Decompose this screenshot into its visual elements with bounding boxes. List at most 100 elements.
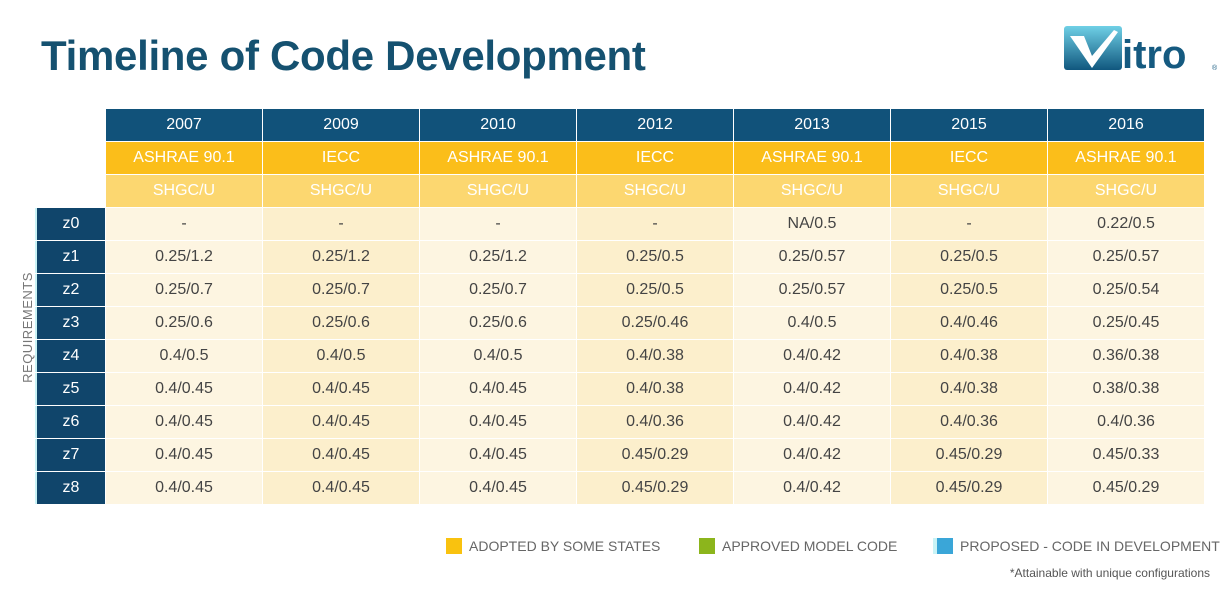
header-year: 2013 bbox=[734, 109, 890, 141]
value-cell: 0.45/0.29 bbox=[577, 439, 733, 471]
value-cell: 0.25/0.5 bbox=[577, 241, 733, 273]
value-cell: - bbox=[891, 208, 1047, 240]
header-code: ASHRAE 90.1 bbox=[106, 142, 262, 174]
value-cell: 0.4/0.42 bbox=[734, 373, 890, 405]
value-cell: - bbox=[263, 208, 419, 240]
value-cell: 0.4/0.45 bbox=[263, 373, 419, 405]
value-cell: 0.25/0.57 bbox=[734, 274, 890, 306]
value-cell: 0.4/0.42 bbox=[734, 472, 890, 504]
svg-text:itro: itro bbox=[1122, 33, 1186, 74]
value-cell: 0.25/0.57 bbox=[734, 241, 890, 273]
value-cell: 0.25/0.5 bbox=[891, 274, 1047, 306]
value-cell: 0.45/0.33 bbox=[1048, 439, 1204, 471]
value-cell: 0.25/0.5 bbox=[891, 241, 1047, 273]
value-cell: 0.4/0.42 bbox=[734, 439, 890, 471]
table-row: z8 0.4/0.45 0.4/0.45 0.4/0.45 0.45/0.29 0.4/0… bbox=[37, 472, 1204, 504]
vitro-logo: itro ® bbox=[1064, 26, 1218, 74]
value-cell: 0.25/0.57 bbox=[1048, 241, 1204, 273]
footnote: *Attainable with unique configurations bbox=[1009, 566, 1210, 580]
value-cell: 0.4/0.45 bbox=[420, 472, 576, 504]
header-code: ASHRAE 90.1 bbox=[734, 142, 890, 174]
value-cell: 0.25/1.2 bbox=[420, 241, 576, 273]
table-row: z4 0.4/0.5 0.4/0.5 0.4/0.5 0.4/0.38 0.4/0.42 0… bbox=[37, 340, 1204, 372]
header-row-code: ASHRAE 90.1 IECC ASHRAE 90.1 IECC ASHRAE 90.… bbox=[37, 142, 1204, 174]
header-year: 2010 bbox=[420, 109, 576, 141]
value-cell: 0.4/0.38 bbox=[891, 373, 1047, 405]
value-cell: 0.4/0.38 bbox=[891, 340, 1047, 372]
zone-label: z8 bbox=[37, 472, 105, 504]
value-cell: 0.25/0.45 bbox=[1048, 307, 1204, 339]
table-row: z5 0.4/0.45 0.4/0.45 0.4/0.45 0.4/0.38 0.4/0.… bbox=[37, 373, 1204, 405]
zone-label: z6 bbox=[37, 406, 105, 438]
value-cell: 0.4/0.45 bbox=[420, 373, 576, 405]
value-cell: 0.25/0.54 bbox=[1048, 274, 1204, 306]
value-cell: 0.4/0.5 bbox=[734, 307, 890, 339]
legend-item-proposed: PROPOSED - CODE IN DEVELOPMENT bbox=[937, 538, 1220, 554]
value-cell: 0.45/0.29 bbox=[577, 472, 733, 504]
header-metric: SHGC/U bbox=[1048, 175, 1204, 207]
header-metric: SHGC/U bbox=[734, 175, 890, 207]
value-cell: 0.4/0.46 bbox=[891, 307, 1047, 339]
value-cell: - bbox=[577, 208, 733, 240]
value-cell: 0.45/0.29 bbox=[891, 472, 1047, 504]
value-cell: 0.25/0.6 bbox=[106, 307, 262, 339]
zone-label: z5 bbox=[37, 373, 105, 405]
value-cell: 0.4/0.42 bbox=[734, 406, 890, 438]
header-metric: SHGC/U bbox=[891, 175, 1047, 207]
legend-item-adopted: ADOPTED BY SOME STATES bbox=[446, 538, 660, 554]
page-title: Timeline of Code Development bbox=[41, 32, 646, 79]
zone-label: z2 bbox=[37, 274, 105, 306]
value-cell: 0.25/0.6 bbox=[263, 307, 419, 339]
header-year: 2007 bbox=[106, 109, 262, 141]
value-cell: 0.4/0.36 bbox=[577, 406, 733, 438]
zone-label: z4 bbox=[37, 340, 105, 372]
zone-label: z7 bbox=[37, 439, 105, 471]
value-cell: 0.25/0.46 bbox=[577, 307, 733, 339]
zone-label: z0 bbox=[37, 208, 105, 240]
header-year: 2015 bbox=[891, 109, 1047, 141]
table-row: z3 0.25/0.6 0.25/0.6 0.25/0.6 0.25/0.46 0.4/0… bbox=[37, 307, 1204, 339]
value-cell: 0.25/1.2 bbox=[106, 241, 262, 273]
table-row: z0- - - - NA/0.5-0.22/0.5 bbox=[37, 208, 1204, 240]
value-cell: 0.25/0.6 bbox=[420, 307, 576, 339]
value-cell: 0.36/0.38 bbox=[1048, 340, 1204, 372]
value-cell: 0.4/0.38 bbox=[577, 340, 733, 372]
zone-label: z3 bbox=[37, 307, 105, 339]
empty-corner bbox=[37, 109, 105, 141]
svg-text:®: ® bbox=[1212, 64, 1218, 72]
value-cell: 0.4/0.45 bbox=[263, 406, 419, 438]
value-cell: 0.25/0.5 bbox=[577, 274, 733, 306]
value-cell: 0.4/0.42 bbox=[734, 340, 890, 372]
header-row-metric: SHGC/U SHGC/U SHGC/U SHGC/U SHGC/U SHGC/U SHGC… bbox=[37, 175, 1204, 207]
header-metric: SHGC/U bbox=[263, 175, 419, 207]
header-metric: SHGC/U bbox=[577, 175, 733, 207]
value-cell: - bbox=[106, 208, 262, 240]
header-year: 2016 bbox=[1048, 109, 1204, 141]
empty-corner bbox=[37, 142, 105, 174]
code-timeline-table: 2007 2009 2010 2012 2013 2015 2016 ASHRAE 90.1 I… bbox=[36, 108, 1205, 505]
header-code: ASHRAE 90.1 bbox=[420, 142, 576, 174]
header-year: 2009 bbox=[263, 109, 419, 141]
table-row: z2 0.25/0.7 0.25/0.7 0.25/0.7 0.25/0.5 0.25/0… bbox=[37, 274, 1204, 306]
legend-item-approved: APPROVED MODEL CODE bbox=[699, 538, 897, 554]
header-code: IECC bbox=[891, 142, 1047, 174]
legend-label: ADOPTED BY SOME STATES bbox=[469, 538, 661, 554]
value-cell: 0.4/0.36 bbox=[1048, 406, 1204, 438]
value-cell: 0.25/0.7 bbox=[263, 274, 419, 306]
legend-label: APPROVED MODEL CODE bbox=[722, 538, 898, 554]
value-cell: 0.25/0.7 bbox=[420, 274, 576, 306]
value-cell: 0.4/0.45 bbox=[106, 472, 262, 504]
empty-corner bbox=[37, 175, 105, 207]
blue-swatch-icon bbox=[937, 538, 953, 554]
requirements-axis-label: REQUIREMENTS bbox=[19, 272, 35, 383]
table-row: z7 0.4/0.45 0.4/0.45 0.4/0.45 0.45/0.29 0.4/0… bbox=[37, 439, 1204, 471]
value-cell: 0.4/0.5 bbox=[263, 340, 419, 372]
value-cell: 0.4/0.45 bbox=[106, 373, 262, 405]
value-cell: 0.22/0.5 bbox=[1048, 208, 1204, 240]
zone-label: z1 bbox=[37, 241, 105, 273]
header-metric: SHGC/U bbox=[106, 175, 262, 207]
value-cell: 0.4/0.45 bbox=[263, 439, 419, 471]
header-code: IECC bbox=[263, 142, 419, 174]
green-swatch-icon bbox=[699, 538, 715, 554]
value-cell: 0.4/0.45 bbox=[106, 406, 262, 438]
